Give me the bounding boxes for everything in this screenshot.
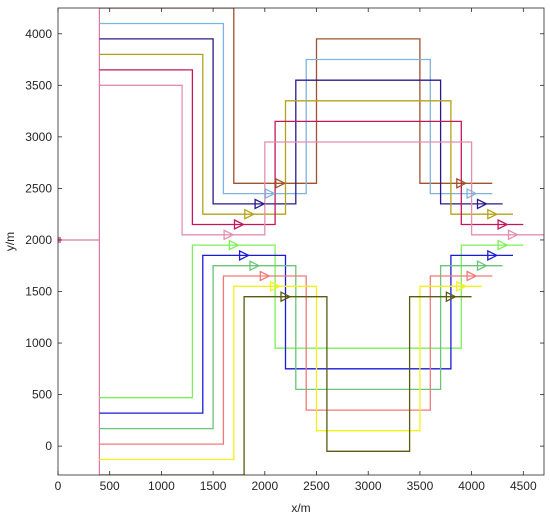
series-9-marker-2 (476, 260, 488, 272)
x-tick-label: 2500 (303, 479, 330, 493)
y-tick-label: 1000 (25, 336, 52, 350)
y-tick-label: 3500 (25, 78, 52, 92)
x-tick-label: 4500 (510, 479, 537, 493)
series-10-marker-2 (466, 270, 478, 282)
series-line-11 (99, 285, 482, 461)
x-tick-label: 500 (100, 479, 120, 493)
series-5-marker-1 (233, 218, 245, 231)
series-10-marker-1 (259, 270, 271, 282)
series-8-marker-2 (487, 249, 499, 261)
y-tick-label: 3000 (25, 130, 52, 144)
series-layer (58, 8, 544, 475)
series-line-12 (99, 296, 472, 475)
series-line-8 (99, 254, 513, 414)
series-line-5 (99, 69, 524, 226)
series-1-marker-2 (456, 177, 468, 189)
series-9-marker-1 (249, 260, 261, 272)
y-tick-label: 2000 (25, 233, 52, 247)
series-12-marker-2 (445, 291, 457, 303)
marker-layer (58, 177, 519, 303)
y-tick-label: 4000 (25, 27, 52, 41)
y-tick-label: 500 (32, 388, 52, 402)
x-tick-label: 0 (55, 479, 62, 493)
x-tick-label: 3500 (407, 479, 434, 493)
series-5-marker-2 (497, 218, 509, 231)
series-7-marker-2 (497, 239, 509, 251)
series-line-10 (99, 275, 493, 445)
x-axis-label: x/m (291, 501, 310, 515)
series-line-2 (99, 22, 493, 195)
series-11-marker-1 (269, 280, 282, 292)
x-tick-label: 1500 (200, 479, 227, 493)
series-line-9 (99, 265, 503, 430)
series-11-marker-2 (456, 280, 468, 292)
series-3-marker-1 (254, 198, 266, 210)
series-line-4 (99, 53, 513, 215)
series-6-marker-1 (223, 229, 235, 241)
series-12-marker-1 (280, 291, 292, 303)
series-line-1 (99, 8, 493, 184)
x-tick-label: 1000 (148, 479, 175, 493)
y-tick-label: 0 (45, 439, 52, 453)
series-6-marker-2 (507, 229, 519, 241)
y-tick-label: 1500 (25, 284, 52, 298)
x-tick-label: 4000 (458, 479, 485, 493)
series-line-6 (99, 84, 544, 236)
axis-ticks: 0 500 1000 1500 2000 2500 3000 3500 4000 4500 0 500… (25, 8, 544, 493)
series-3-marker-2 (476, 198, 488, 210)
plot-frame (57, 7, 545, 476)
series-8-marker-1 (238, 249, 251, 261)
series-2-marker-2 (466, 188, 478, 200)
y-axis-label: y/m (3, 232, 17, 251)
series-4-marker-2 (487, 208, 499, 220)
series-line-3 (99, 38, 503, 205)
y-tick-label: 2500 (25, 181, 52, 195)
series-7-marker-1 (228, 239, 240, 251)
x-tick-label: 3000 (355, 479, 382, 493)
series-4-marker-1 (244, 208, 256, 220)
series-1-marker-1 (275, 177, 287, 189)
x-tick-label: 2000 (251, 479, 278, 493)
series-2-marker-1 (264, 188, 276, 200)
series-line-7 (99, 244, 524, 399)
